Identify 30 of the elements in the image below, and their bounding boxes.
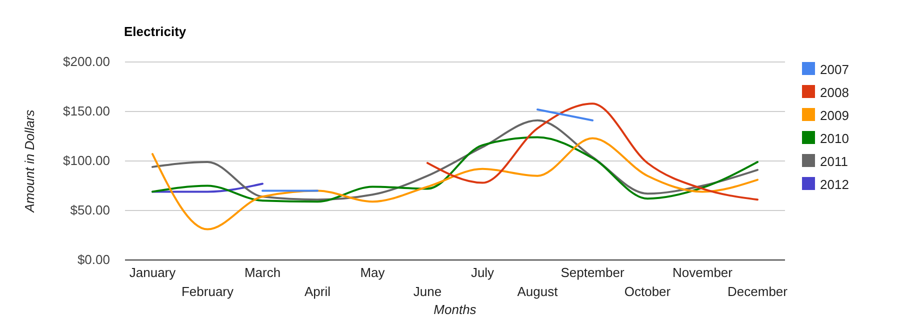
x-tick-label: October xyxy=(624,284,672,299)
x-tick-label: March xyxy=(244,265,281,280)
x-tick-label: January xyxy=(129,265,176,280)
x-tick-label: May xyxy=(360,265,386,280)
x-tick-label: April xyxy=(304,284,331,299)
y-tick-label: $0.00 xyxy=(77,252,110,267)
line-series xyxy=(152,119,758,201)
legend-label: 2010 xyxy=(820,131,849,146)
y-axis-title: Amount in Dollars xyxy=(22,109,37,214)
y-tick-label: $150.00 xyxy=(63,104,110,118)
x-tick-label: August xyxy=(517,284,558,299)
x-tick-label: July xyxy=(470,265,495,280)
legend-label: 2007 xyxy=(820,62,849,77)
y-tick-label: $100.00 xyxy=(63,153,110,168)
chart-title: Electricity xyxy=(124,24,187,39)
x-tick-label: November xyxy=(672,265,734,280)
line-series xyxy=(426,102,758,201)
line-series xyxy=(152,137,758,230)
x-tick-label: December xyxy=(728,284,788,299)
legend-label: 2008 xyxy=(820,85,849,100)
legend-label: 2011 xyxy=(820,154,848,169)
y-tick-label: $200.00 xyxy=(63,54,110,69)
x-tick-label: June xyxy=(413,284,442,299)
x-tick-label: February xyxy=(181,284,234,299)
legend-label: 2009 xyxy=(820,108,849,123)
line-series xyxy=(152,136,758,203)
x-axis-title: Months xyxy=(434,302,477,317)
x-tick-label: September xyxy=(560,265,625,280)
legend-label: 2012 xyxy=(820,177,849,192)
y-tick-label: $50.00 xyxy=(70,202,110,218)
